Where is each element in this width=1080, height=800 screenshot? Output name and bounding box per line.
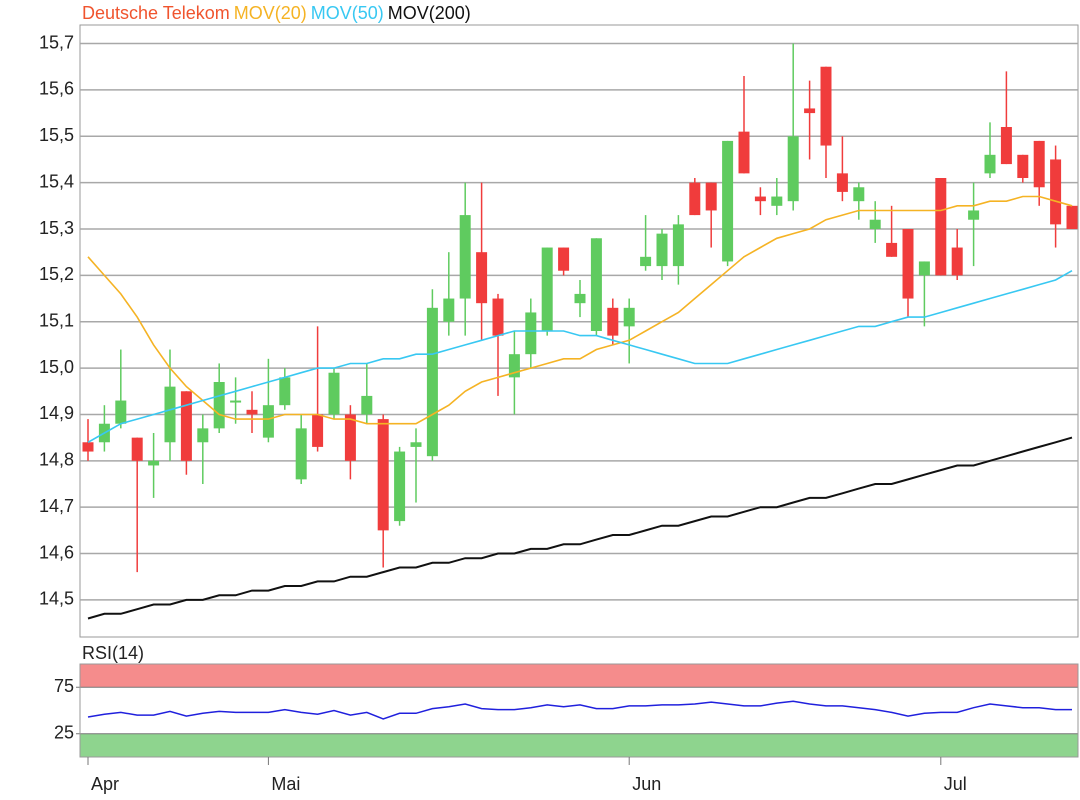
y-tick-label: 14,9 [39,403,74,423]
legend-entry: MOV(50) [311,3,384,23]
legend: Deutsche Telekom MOV(20) MOV(50) MOV(200) [82,3,471,23]
y-tick-label: 14,5 [39,589,74,609]
legend-entry: Deutsche Telekom [82,3,230,23]
candle-body [705,182,717,211]
x-tick-label: Jul [944,774,967,794]
candle-body [328,372,340,415]
candle-body [115,400,127,424]
candle-body [180,391,192,461]
candle-body [525,312,537,355]
x-tick-label: Jun [632,774,661,794]
candle-body [656,233,668,267]
legend-entry: MOV(20) [234,3,307,23]
legend-entry: MOV(200) [388,3,471,23]
candle-body [918,261,930,276]
candle-body [131,437,143,461]
candle-body [738,131,750,174]
candle-body [246,409,258,415]
y-tick-label: 14,7 [39,496,74,516]
candle-body [820,66,832,146]
x-tick-label: Mai [271,774,300,794]
candle-body [82,442,94,452]
candle-body [1050,159,1062,225]
candle-body [1033,140,1045,188]
candle-body [197,428,209,443]
y-tick-label: 15,2 [39,264,74,284]
y-tick-label: 25 [54,723,74,743]
candle-body [935,178,947,276]
candle-body [590,238,602,331]
line-series [87,195,1073,425]
candle-body [968,210,980,220]
candle-body [1017,154,1029,178]
candle-body [886,242,898,257]
y-tick-label: 15,1 [39,310,74,330]
candle-body [541,247,553,331]
candle-body [410,442,422,447]
plot-area [79,24,1079,638]
candle-body [771,196,783,206]
candle-body [164,386,176,443]
candle-body [508,354,520,378]
candle-body [869,219,881,229]
candle-body [902,229,914,299]
y-tick-label: 15,4 [39,171,74,191]
candle-body [607,307,619,336]
candle-body [754,196,766,202]
rsi-band [79,663,1079,688]
candle-body [984,154,996,174]
y-tick-label: 14,8 [39,450,74,470]
candle-body [722,140,734,262]
candle-body [574,293,586,304]
y-tick-label: 15,3 [39,218,74,238]
candle-body [394,451,406,522]
x-tick-label: Apr [91,774,119,794]
candle-body [148,460,160,466]
candle-body [804,108,816,114]
candle-body [476,252,488,304]
candle-body [951,247,963,276]
candle-body [558,247,570,271]
y-tick-label: 15,0 [39,357,74,377]
candle-body [361,395,373,415]
candle-body [295,428,307,480]
y-tick-label: 15,6 [39,79,74,99]
rsi-title: RSI(14) [82,643,144,663]
candle-body [459,215,471,299]
y-tick-label: 15,7 [39,32,74,52]
candle-body [689,182,701,216]
candle-body [640,256,652,267]
candle-body [426,307,438,457]
line-series [87,436,1073,620]
rsi-band [79,733,1079,758]
y-tick-label: 14,6 [39,542,74,562]
candle-body [262,405,274,438]
candle-body [279,377,291,406]
y-tick-label: 75 [54,676,74,696]
candle-body [344,414,356,461]
candle-body [672,224,684,267]
candle-body [836,173,848,192]
candle-body [213,382,225,429]
candle-body [623,307,635,327]
candle-body [1000,127,1012,165]
candle-body [1066,205,1078,229]
line-series [87,700,1072,720]
candle-body [377,419,389,531]
candle-body [312,414,324,447]
y-tick-label: 15,5 [39,125,74,145]
candle-body [443,298,455,322]
line-series [87,270,1073,443]
candle-body [230,400,242,403]
candle-body [853,187,865,202]
candle-body [492,298,504,336]
candle-body [787,136,799,202]
